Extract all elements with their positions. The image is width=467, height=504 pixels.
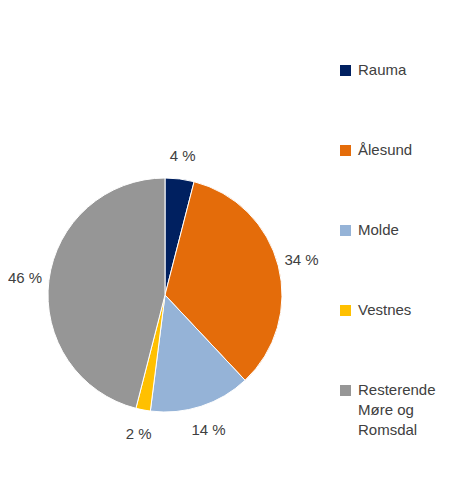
svg-text:2 %: 2 % [126,425,152,442]
html-text:Resterende Møre og Romsdal: Resterende Møre og Romsdal [358,381,436,438]
html-text:Rauma: Rauma [358,61,407,78]
html-text:Ålesund: Ålesund [358,141,413,158]
html-text:Molde: Molde [358,221,399,238]
svg-text:46 %: 46 % [8,269,42,286]
svg-text:34 %: 34 % [284,251,318,268]
svg-text:14 %: 14 % [191,421,225,438]
svg-text:4 %: 4 % [170,147,196,164]
html-text:Vestnes: Vestnes [358,301,412,318]
